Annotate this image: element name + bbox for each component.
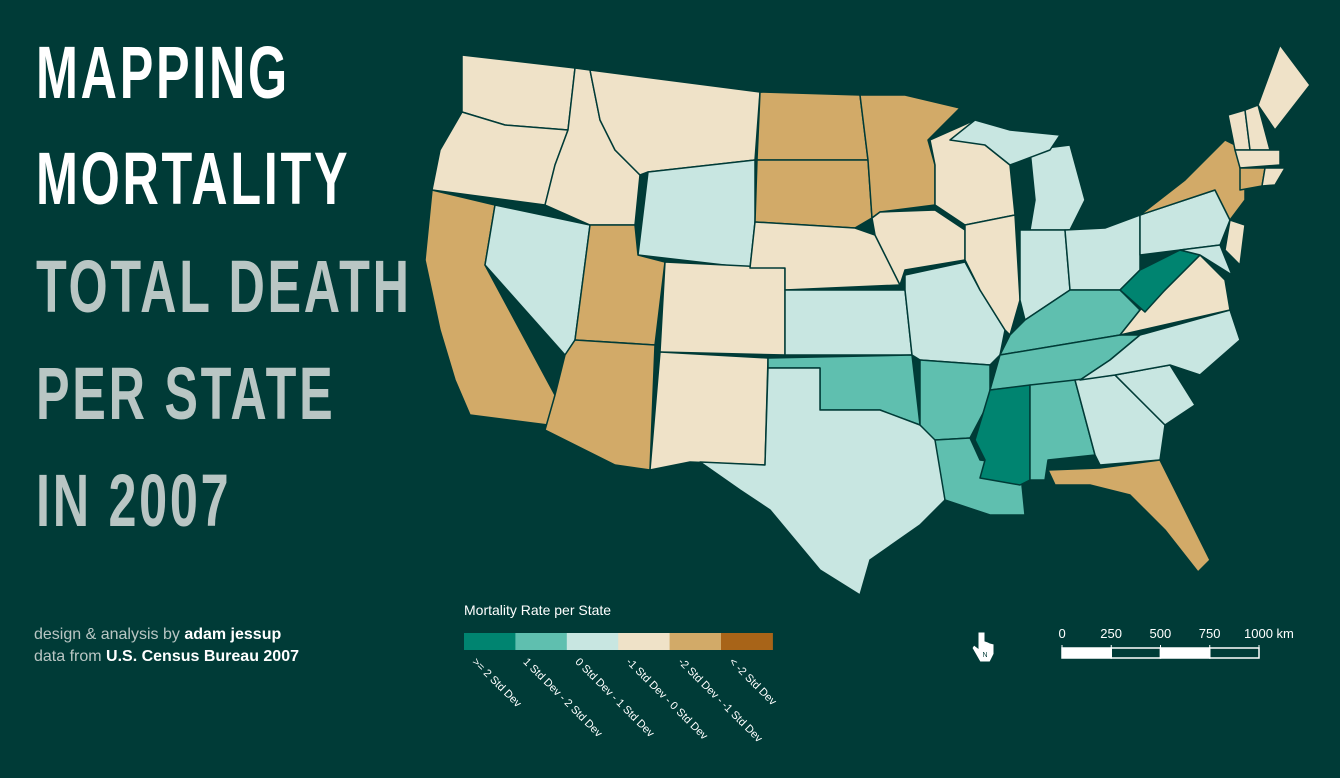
title-line: PER STATE <box>36 352 336 435</box>
state <box>649 351 769 471</box>
state <box>659 261 786 356</box>
scale-segment <box>1209 647 1260 659</box>
state <box>544 339 656 471</box>
credit-line: data from U.S. Census Bureau 2007 <box>34 648 299 666</box>
state <box>1064 214 1141 291</box>
scale-bar <box>1061 645 1260 659</box>
legend-swatch <box>721 633 773 650</box>
title-line: IN 2007 <box>36 459 232 542</box>
state <box>749 221 901 291</box>
state <box>1224 219 1246 266</box>
state <box>1257 44 1311 131</box>
title-line: MORTALITY <box>36 137 351 220</box>
state <box>1239 167 1266 191</box>
scale-segment <box>1110 647 1162 659</box>
legend-swatches <box>464 633 773 650</box>
scale-label: 250 <box>1100 626 1122 641</box>
state <box>754 159 873 229</box>
scale-label: 1000 km <box>1244 626 1294 641</box>
states <box>424 44 1311 596</box>
state <box>1261 167 1286 187</box>
state <box>637 159 756 269</box>
state <box>784 289 913 356</box>
legend-swatch <box>515 633 568 650</box>
scale-segment <box>1061 647 1112 659</box>
state <box>756 91 869 161</box>
cursor-icon: N <box>971 631 995 663</box>
compass-label: N <box>982 652 987 659</box>
title-line: MAPPING <box>36 31 290 114</box>
credit-line: design & analysis by adam jessup <box>34 626 281 644</box>
legend-swatch <box>566 633 619 650</box>
credit-text: design & analysis by <box>34 626 185 643</box>
legend-swatch <box>669 633 722 650</box>
scale-label: 750 <box>1198 626 1221 641</box>
credit-text: data from <box>34 648 107 665</box>
legend-title: Mortality Rate per State <box>464 602 612 618</box>
legend-swatch <box>464 633 516 650</box>
state <box>1047 459 1211 573</box>
state <box>1179 244 1233 276</box>
scale-label: 0 <box>1058 626 1066 641</box>
legend-swatch <box>618 633 671 650</box>
scale-label: 500 <box>1149 626 1172 641</box>
state <box>699 367 946 596</box>
credit-strong: adam jessup <box>184 626 282 643</box>
state <box>949 119 1061 166</box>
state <box>964 214 1021 336</box>
state <box>1234 149 1281 169</box>
state <box>1079 309 1241 381</box>
state <box>1029 144 1086 231</box>
scale-segment <box>1159 647 1211 659</box>
title-line: TOTAL DEATH <box>36 245 412 328</box>
credit-strong: U.S. Census Bureau 2007 <box>106 648 299 665</box>
